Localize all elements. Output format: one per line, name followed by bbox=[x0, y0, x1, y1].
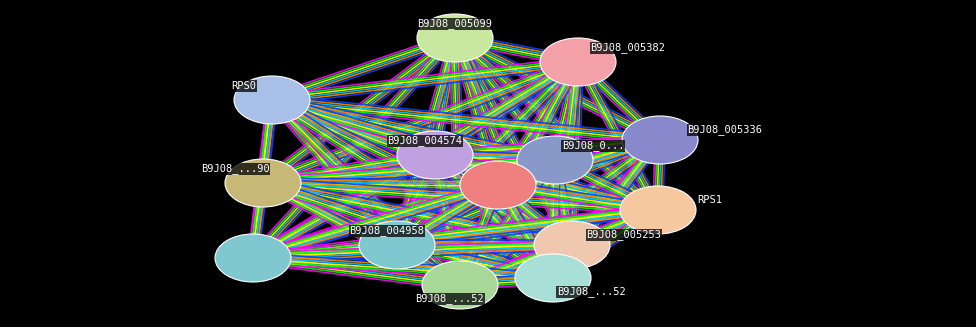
Ellipse shape bbox=[234, 76, 310, 124]
Text: B9J08_005253: B9J08_005253 bbox=[587, 230, 662, 240]
Text: RPS0: RPS0 bbox=[231, 81, 257, 91]
Ellipse shape bbox=[540, 38, 616, 86]
Ellipse shape bbox=[460, 161, 536, 209]
Text: B9J08_005382: B9J08_005382 bbox=[590, 43, 666, 53]
Ellipse shape bbox=[215, 234, 291, 282]
Text: B9J08_...52: B9J08_...52 bbox=[556, 286, 626, 298]
Ellipse shape bbox=[225, 159, 301, 207]
Ellipse shape bbox=[515, 254, 591, 302]
Text: B9J08_004958: B9J08_004958 bbox=[349, 226, 425, 236]
Ellipse shape bbox=[417, 14, 493, 62]
Text: B9J08_...90: B9J08_...90 bbox=[201, 164, 269, 174]
Ellipse shape bbox=[620, 186, 696, 234]
Ellipse shape bbox=[517, 136, 593, 184]
Text: B9J08_...52: B9J08_...52 bbox=[416, 294, 484, 304]
Ellipse shape bbox=[359, 221, 435, 269]
Text: B9J08_004574: B9J08_004574 bbox=[387, 136, 463, 146]
Ellipse shape bbox=[622, 116, 698, 164]
Text: RPS1: RPS1 bbox=[698, 195, 722, 205]
Text: B9J08_005099: B9J08_005099 bbox=[418, 19, 493, 29]
Ellipse shape bbox=[422, 261, 498, 309]
Text: B9J08_005336: B9J08_005336 bbox=[687, 125, 762, 135]
Ellipse shape bbox=[534, 221, 610, 269]
Text: B9J08_0...: B9J08_0... bbox=[562, 141, 625, 151]
Ellipse shape bbox=[397, 131, 473, 179]
